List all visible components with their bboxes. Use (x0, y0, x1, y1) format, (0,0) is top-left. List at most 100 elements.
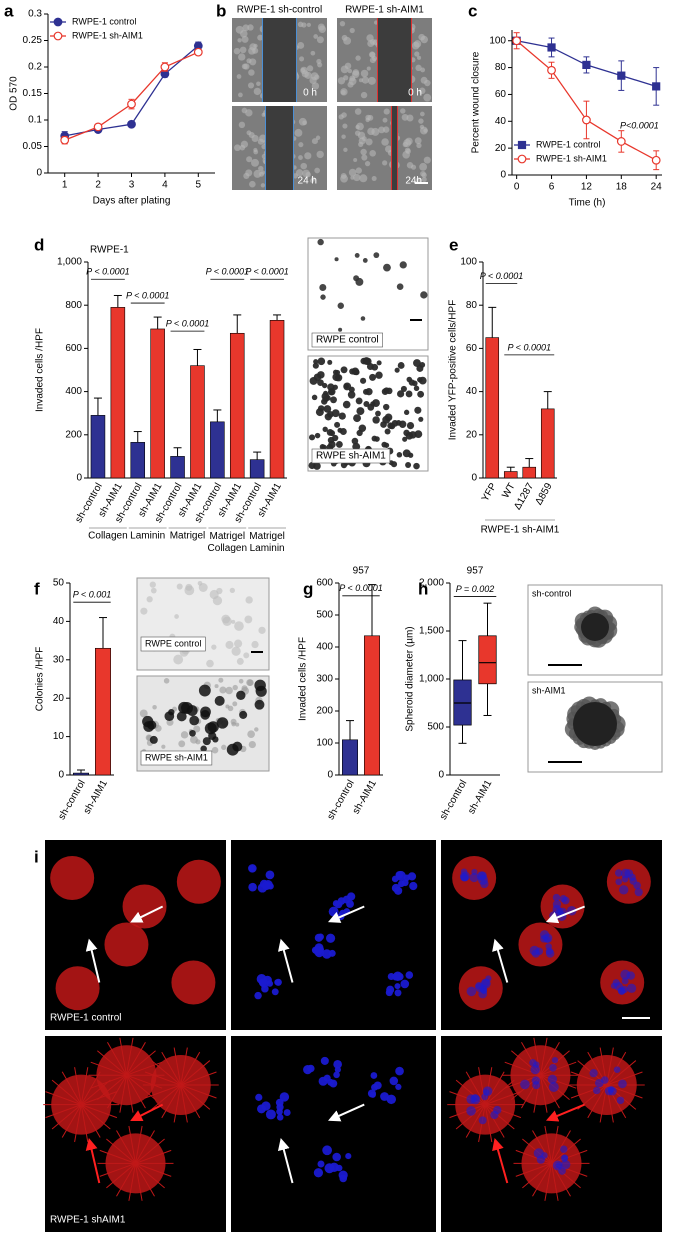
image-caption: RWPE-1 shAIM1 (50, 1215, 126, 1226)
cell (253, 169, 262, 178)
cell (246, 130, 252, 136)
protrusion (540, 1061, 577, 1076)
y-tick-label: 200 (316, 706, 333, 717)
cell (370, 401, 376, 407)
cell (333, 1060, 342, 1069)
arrow (130, 1103, 164, 1122)
marker (60, 135, 70, 145)
y-tick-label: 80 (495, 62, 507, 73)
cell (383, 108, 390, 115)
cell (237, 38, 242, 43)
bar (170, 456, 185, 479)
y-tick-label: 20 (466, 429, 478, 440)
cell (416, 142, 422, 149)
protrusion (80, 1104, 101, 1138)
cell (190, 735, 198, 744)
marker (512, 36, 522, 46)
cell (225, 686, 233, 695)
bar (130, 442, 146, 479)
cell (302, 169, 311, 178)
cell (329, 1079, 338, 1088)
cell (253, 43, 258, 49)
cell (243, 63, 250, 70)
cell (466, 986, 477, 997)
x-tick-label: 6 (549, 182, 555, 193)
wound-gap (265, 106, 294, 190)
cell (238, 121, 246, 129)
cell (419, 362, 426, 368)
cell (348, 168, 357, 177)
cell (122, 884, 167, 929)
x-tick-label: 12 (581, 182, 593, 193)
cell (360, 91, 368, 99)
marker (517, 140, 527, 150)
cell (626, 983, 637, 993)
protrusion (544, 1125, 552, 1164)
marker (651, 155, 661, 165)
cell (104, 922, 149, 967)
protrusion (455, 1104, 486, 1130)
caption-box (311, 448, 391, 464)
cell (271, 988, 279, 996)
cell (418, 87, 426, 95)
cell (260, 170, 266, 175)
group-label: Matrigel (170, 531, 206, 542)
significance-label: P < 0.0001 (508, 342, 551, 352)
cell (297, 41, 305, 49)
cell (248, 47, 256, 55)
x-tick-label: 4 (162, 180, 168, 191)
marker (547, 43, 556, 52)
marker (616, 137, 626, 146)
cell (413, 462, 420, 470)
protrusion (180, 1084, 211, 1110)
legend-label: RWPE-1 control (536, 139, 600, 149)
cell (251, 158, 259, 167)
cell (319, 443, 326, 450)
cell (481, 978, 490, 987)
marker (160, 62, 170, 72)
protrusion (515, 1162, 552, 1177)
cell (347, 390, 356, 399)
cell (302, 120, 308, 126)
image-caption: sh-control (532, 588, 572, 598)
image-caption: RWPE-1 control (50, 1013, 122, 1024)
protrusion (128, 1125, 136, 1164)
bar (95, 647, 112, 776)
protrusion (45, 1091, 82, 1106)
legend-label: RWPE-1 sh-AIM1 (72, 30, 143, 40)
y-tick-label: 600 (65, 343, 82, 354)
cell (396, 452, 403, 458)
caption-box (311, 332, 383, 348)
cell (618, 987, 626, 995)
y-tick-label: 0 (36, 168, 42, 179)
bar (73, 772, 90, 776)
cell (360, 377, 367, 384)
cell (247, 82, 255, 89)
cell (236, 690, 246, 701)
cell (375, 410, 381, 417)
y-tick-label: 50 (53, 578, 65, 589)
cell (247, 730, 255, 739)
y-tick-label: 1,000 (419, 674, 444, 685)
cell (371, 176, 377, 182)
y-tick-label: 0 (327, 770, 333, 781)
protrusion (522, 1163, 552, 1189)
protrusion (484, 1104, 493, 1143)
cell (258, 626, 266, 634)
cell (373, 252, 380, 259)
cell (618, 885, 629, 895)
cell (337, 77, 346, 85)
cell (335, 441, 343, 448)
cell (593, 1086, 601, 1095)
cell (212, 595, 223, 606)
spheroid (581, 613, 609, 641)
cell (245, 169, 253, 177)
cell (340, 90, 346, 95)
protrusion (116, 1130, 136, 1164)
cell (308, 434, 316, 441)
cell (235, 722, 240, 727)
chart-title: RWPE-1 (90, 245, 129, 256)
cell (193, 725, 201, 733)
y-tick-label: 0 (58, 770, 64, 781)
cell (279, 1092, 290, 1102)
